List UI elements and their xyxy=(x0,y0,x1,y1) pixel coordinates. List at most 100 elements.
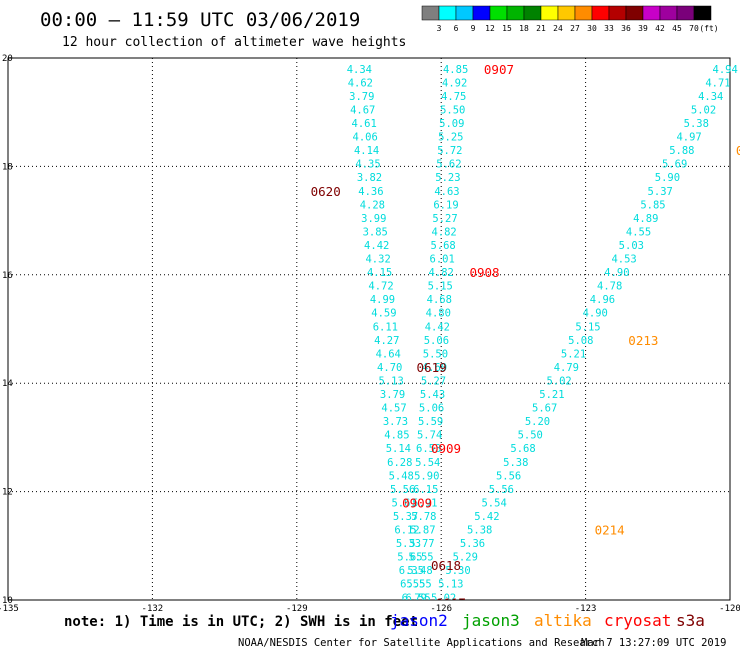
swh-value-label: 4.57 xyxy=(381,403,406,415)
swh-value-label: 5.15 xyxy=(575,321,600,333)
swh-value-label: 6.12 xyxy=(394,525,419,537)
pass-time-label: 0619 xyxy=(417,360,447,375)
swh-value-label: 5.36 xyxy=(460,538,485,550)
swh-value-label: 6.53 xyxy=(416,443,441,455)
swh-value-label: 5.68 xyxy=(510,443,535,455)
x-tick-label: -123 xyxy=(575,604,597,614)
swh-value-label: 4.97 xyxy=(676,132,701,144)
swh-value-label: 4.70 xyxy=(377,362,402,374)
swh-value-label: 4.53 xyxy=(611,254,636,266)
swh-value-label: 5.87 xyxy=(410,525,435,537)
swh-value-label: 5.56 xyxy=(496,470,521,482)
swh-value-label: 5.20 xyxy=(525,416,550,428)
x-tick-label: -126 xyxy=(430,604,452,614)
swh-value-label: 4.90 xyxy=(583,308,608,320)
satellite-label: altika xyxy=(534,611,592,630)
pass-time-label: 0214 xyxy=(595,523,625,538)
footer-note: note: 1) Time is in UTC; 2) SWH is in fe… xyxy=(64,614,418,630)
colorbar-swatch xyxy=(523,5,542,21)
swh-value-label: 6.11 xyxy=(373,321,398,333)
swh-value-label: 4.34 xyxy=(698,91,723,103)
swh-value-label: 3.99 xyxy=(361,213,386,225)
x-tick-label: -129 xyxy=(286,604,308,614)
pass-time-label: 0908 xyxy=(469,265,499,280)
colorbar-label: 9 xyxy=(471,24,476,33)
swh-value-label: 4.61 xyxy=(352,118,377,130)
swh-value-label: 4.82 xyxy=(429,267,454,279)
swh-value-label: 3.85 xyxy=(363,226,388,238)
swh-value-label: 3.79 xyxy=(349,91,374,103)
swh-value-label: 4.85 xyxy=(443,64,468,76)
swh-value-label: 5.02 xyxy=(691,104,716,116)
swh-value-label: 3.73 xyxy=(383,416,408,428)
colorbar-label: 33 xyxy=(604,24,614,33)
swh-value-label: 5.91 xyxy=(412,497,437,509)
swh-value-label: 5.02 xyxy=(546,375,571,387)
swh-value-label: 5.25 xyxy=(438,132,463,144)
colorbar-swatch xyxy=(625,5,644,21)
swh-value-label: 5.69 xyxy=(662,159,687,171)
colorbar-label: 30 xyxy=(587,24,597,33)
satellite-label: jason3 xyxy=(462,611,520,630)
y-tick-label: 14 xyxy=(2,379,13,389)
swh-value-label: 6.55 xyxy=(400,579,425,591)
colorbar-swatch xyxy=(608,5,627,21)
colorbar-swatch xyxy=(676,5,695,21)
y-tick-label: 20 xyxy=(2,54,13,64)
satellite-label: jason2 xyxy=(390,611,448,630)
y-tick-label: 10 xyxy=(2,596,13,606)
colorbar-label: 18 xyxy=(519,24,529,33)
swh-value-label: 5.48 xyxy=(389,470,414,482)
swh-value-label: 5.67 xyxy=(532,403,557,415)
pass-time-label: 0620 xyxy=(311,184,341,199)
colorbar-label: 27 xyxy=(570,24,580,33)
swh-value-label: 5.06 xyxy=(419,403,444,415)
swh-value-label: 4.32 xyxy=(365,254,390,266)
swh-value-label: 4.59 xyxy=(371,308,396,320)
pass-time-label: 0 xyxy=(736,143,740,158)
swh-value-label: 5.09 xyxy=(439,118,464,130)
swh-value-label: 5.13 xyxy=(438,579,463,591)
swh-value-label: 5.21 xyxy=(539,389,564,401)
swh-value-label: 5.50 xyxy=(423,348,448,360)
colorbar-swatch xyxy=(591,5,610,21)
swh-value-label: 6.15 xyxy=(413,484,438,496)
colorbar-swatch xyxy=(489,5,508,21)
colorbar-swatch xyxy=(506,5,525,21)
swh-value-label: 5.56 xyxy=(489,484,514,496)
chart-subtitle: 12 hour collection of altimeter wave hei… xyxy=(62,35,406,50)
swh-value-label: 5.61 xyxy=(391,497,416,509)
pass-time-label: 0618 xyxy=(431,558,461,573)
swh-value-label: 4.92 xyxy=(442,77,467,89)
swh-value-label: 5.29 xyxy=(453,552,478,564)
swh-value-label: 5.55 xyxy=(406,579,431,591)
swh-value-label: 4.67 xyxy=(350,104,375,116)
swh-value-label: 5.33 xyxy=(396,538,421,550)
colorbar-label: 45 xyxy=(672,24,682,33)
pass-time-label: 0909 xyxy=(431,441,461,456)
swh-value-label: 4.06 xyxy=(353,132,378,144)
colorbar-label: (ft) xyxy=(699,24,718,33)
colorbar-label: 15 xyxy=(502,24,512,33)
swh-value-label: 5.38 xyxy=(684,118,709,130)
swh-value-label: 5.50 xyxy=(440,104,465,116)
colorbar-swatch xyxy=(574,5,593,21)
plot-area: -135 -132 -129 -126 -123 -120 10 12 14 16 18 20 4.34… xyxy=(0,54,740,614)
swh-value-label: 5.59 xyxy=(418,416,443,428)
swh-value-label: 5.43 xyxy=(420,389,445,401)
swh-value-label: 5.02 xyxy=(431,592,456,604)
swh-value-label: 5.03 xyxy=(619,240,644,252)
swh-value-label: 6.35 xyxy=(399,565,424,577)
swh-value-label: 5.65 xyxy=(397,552,422,564)
colorbar-swatch xyxy=(659,5,678,21)
swh-value-label: 5.72 xyxy=(437,145,462,157)
colorbar-swatch xyxy=(438,5,457,21)
colorbar-label: 70 xyxy=(689,24,699,33)
swh-value-label: 4.82 xyxy=(431,226,456,238)
swh-value-label: 4.90 xyxy=(604,267,629,279)
colorbar-label: 36 xyxy=(621,24,631,33)
swh-value-label: 4.64 xyxy=(376,348,401,360)
swh-value-label: 4.79 xyxy=(554,362,579,374)
swh-value-label: 5.14 xyxy=(386,443,411,455)
colorbar-swatch xyxy=(472,5,491,21)
